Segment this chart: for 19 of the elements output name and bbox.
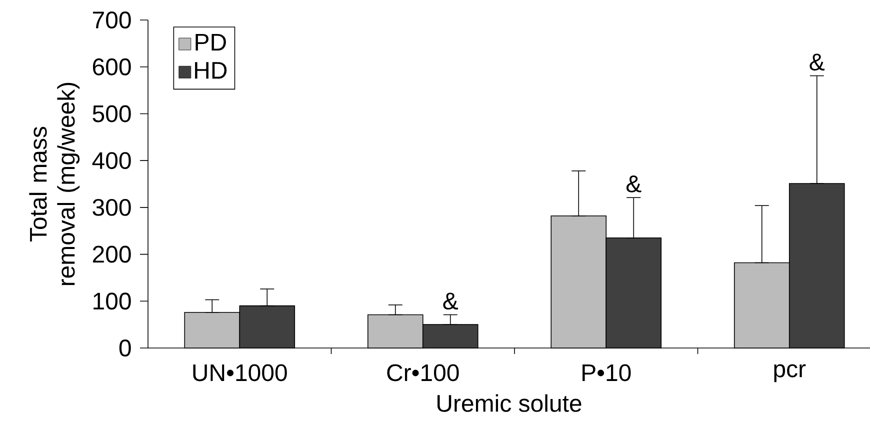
annotation: &	[626, 176, 642, 192]
x-tick-label: Cr•100	[387, 364, 459, 382]
y-tick-label: 300	[92, 198, 131, 216]
y-tick-label: 0	[119, 340, 131, 356]
annotation: &	[443, 292, 458, 310]
x-axis-title: Uremic solute	[438, 394, 582, 412]
y-tick-label: 100	[94, 292, 131, 310]
x-tick-label: UN•1000	[193, 364, 287, 382]
y-tick-label: 600	[92, 58, 131, 76]
y-axis-title: Total mass removal (mg/week)	[29, 82, 80, 286]
y-tick-label: 400	[92, 152, 131, 170]
legend-label: PD	[196, 34, 226, 50]
y-tick-label: 700	[92, 12, 131, 28]
y-tick-label: 500	[92, 105, 131, 122]
annotation: &	[810, 54, 825, 71]
x-tick-label: P•10	[582, 364, 631, 382]
legend-label: HD	[195, 62, 227, 79]
x-tick-label: pcr	[774, 364, 806, 382]
y-tick-label: 200	[92, 246, 131, 263]
